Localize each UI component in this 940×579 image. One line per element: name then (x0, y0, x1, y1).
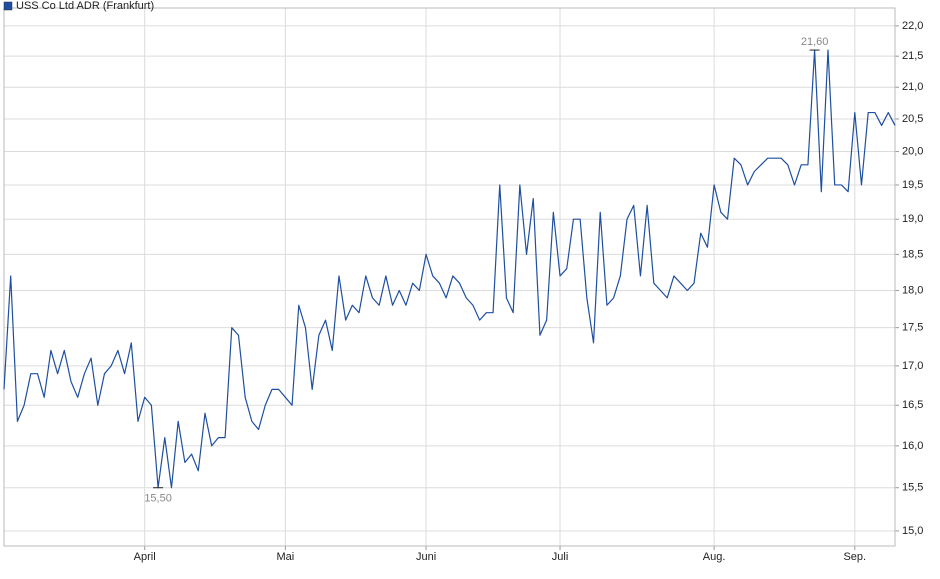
x-tick-label: Juli (552, 551, 569, 563)
extreme-label: 21,60 (801, 36, 829, 48)
legend-label: USS Co Ltd ADR (Frankfurt) (16, 0, 154, 12)
x-tick-label: Aug. (703, 551, 726, 563)
price-line (3, 49, 896, 489)
y-tick-label: 21,5 (902, 50, 923, 62)
y-tick-label: 17,5 (902, 322, 923, 334)
y-tick-label: 15,0 (902, 525, 923, 537)
y-tick-label: 18,0 (902, 284, 923, 296)
y-tick-label: 16,5 (902, 399, 923, 411)
y-tick-label: 19,5 (902, 179, 923, 191)
x-tick-label: Mai (277, 551, 295, 563)
y-tick-label: 19,0 (902, 213, 923, 225)
x-tick-label: Sep. (843, 551, 866, 563)
plot-frame (3, 7, 896, 547)
legend-swatch (3, 1, 13, 11)
x-tick-label: April (134, 551, 156, 563)
y-tick-label: 17,0 (902, 360, 923, 372)
y-tick-label: 21,0 (902, 81, 923, 93)
x-tick-label: Juni (416, 551, 436, 563)
y-tick-label: 15,5 (902, 482, 923, 494)
extreme-label: 15,50 (144, 493, 172, 505)
y-tick-label: 20,5 (902, 113, 923, 125)
y-tick-label: 16,0 (902, 440, 923, 452)
y-tick-label: 22,0 (902, 20, 923, 32)
y-tick-label: 18,5 (902, 248, 923, 260)
y-tick-label: 20,0 (902, 145, 923, 157)
